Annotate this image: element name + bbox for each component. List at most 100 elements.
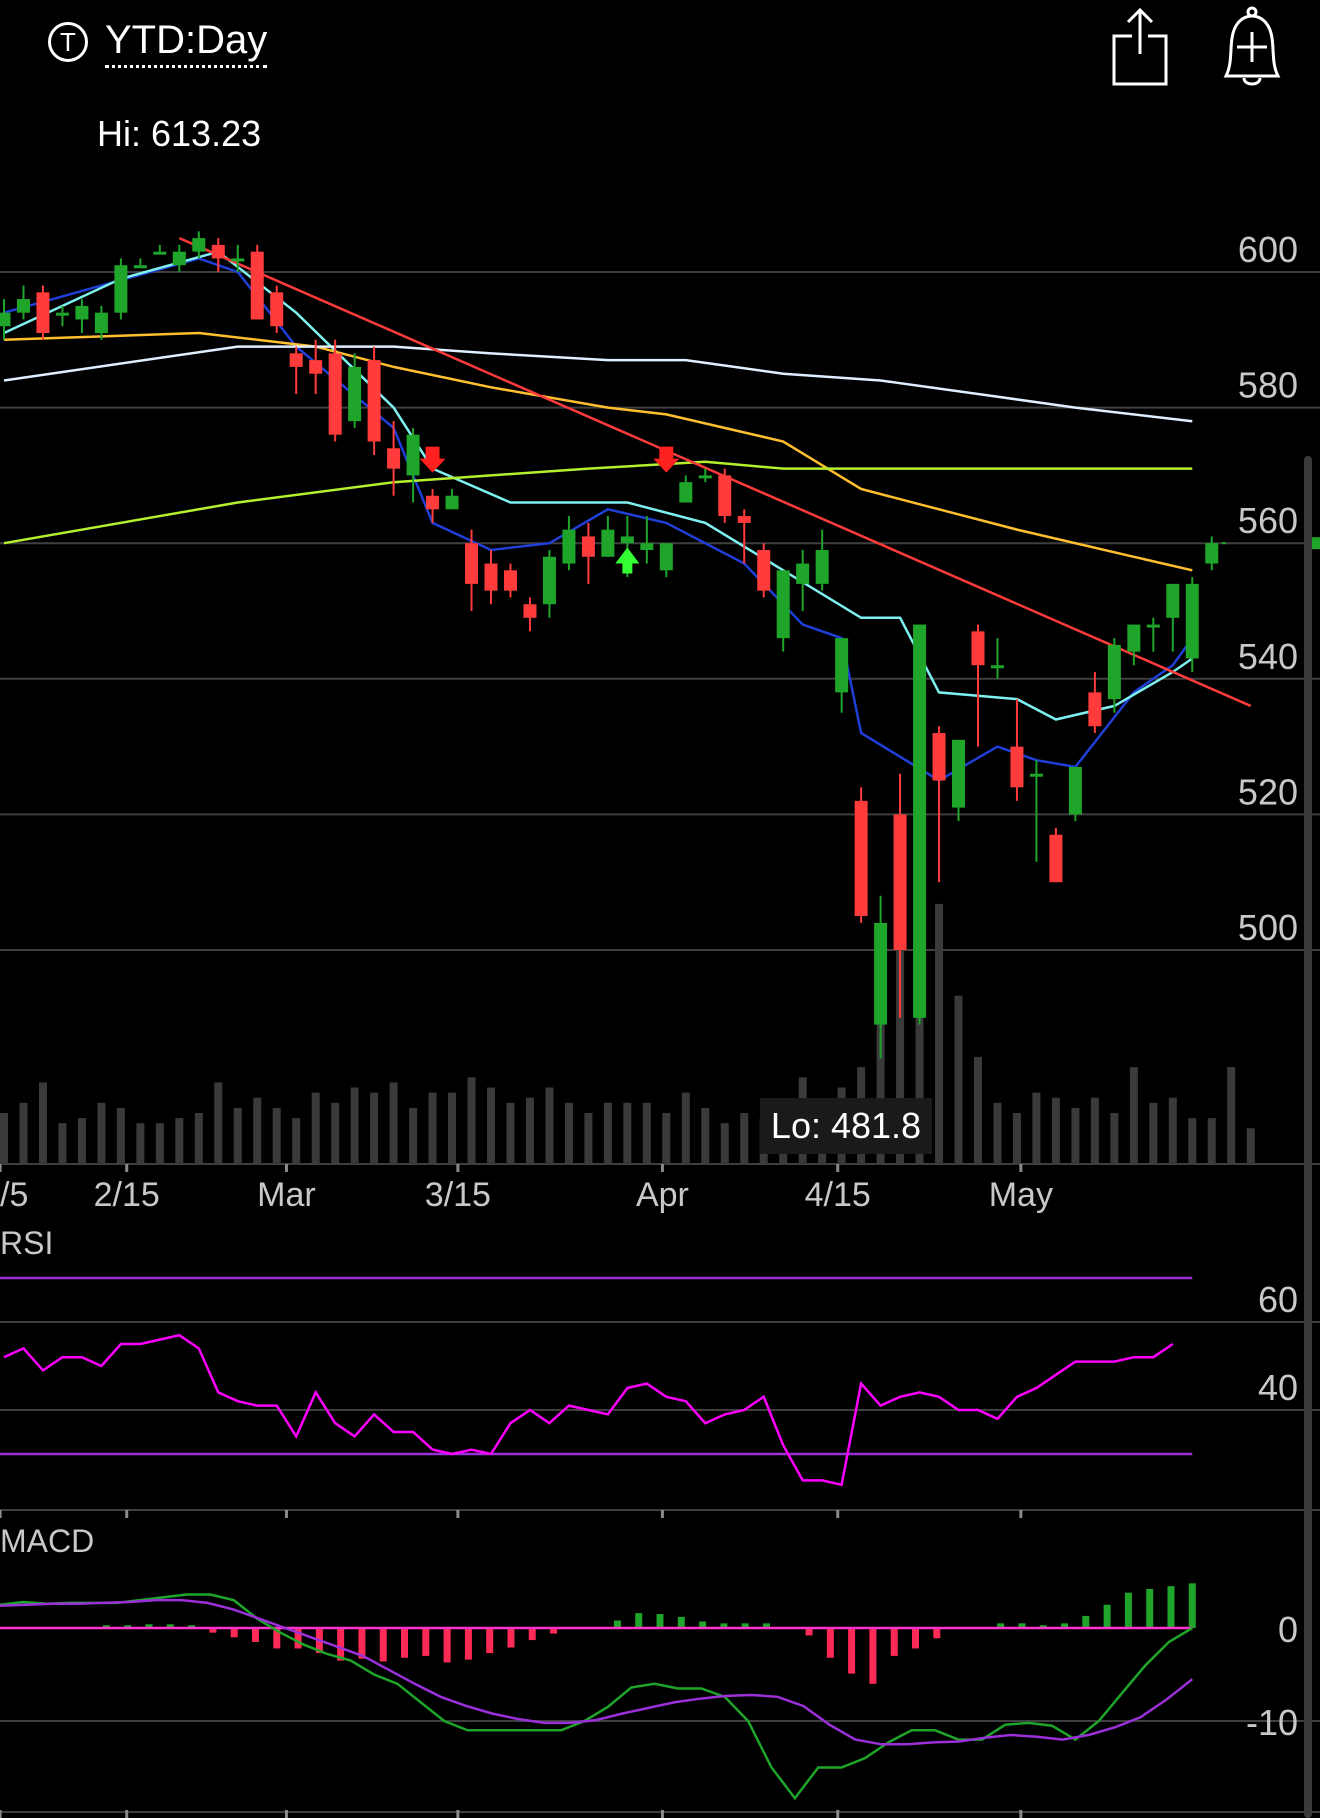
macd-histogram-bar [805, 1628, 813, 1636]
volume-bar [1071, 1107, 1080, 1164]
volume-bar [603, 1102, 612, 1164]
add-alert-bell-icon[interactable] [1216, 4, 1288, 88]
candle-up [192, 238, 206, 252]
macd-histogram-bar [912, 1628, 920, 1649]
macd-histogram-bar [1103, 1604, 1111, 1628]
volume-bar [370, 1092, 379, 1164]
volume-bar [487, 1087, 495, 1164]
volume-bar [175, 1118, 184, 1164]
candle-down [503, 570, 517, 591]
volume-bar [311, 1092, 320, 1164]
y-tick-label: 500 [1238, 907, 1298, 948]
macd-histogram-bar [507, 1628, 515, 1648]
volume-bar [584, 1113, 593, 1164]
candle-down [250, 251, 264, 320]
macd-histogram-bar [486, 1628, 494, 1654]
volume-bar [350, 1087, 359, 1164]
volume-bar [233, 1107, 242, 1164]
macd-histogram-bar [677, 1616, 685, 1628]
volume-bar [876, 1016, 885, 1164]
candle-down [367, 360, 381, 442]
x-tick-label: May [989, 1176, 1053, 1214]
volume-bar [1090, 1097, 1099, 1164]
candle-up [348, 366, 362, 422]
candle-up [1166, 583, 1180, 618]
macd-histogram-bar [762, 1623, 770, 1628]
sell-signal-arrow [653, 446, 680, 473]
volume-bar [214, 1082, 223, 1164]
volume-bar [155, 1123, 164, 1164]
macd-histogram-bar [464, 1628, 472, 1660]
volume-bar [1051, 1097, 1060, 1164]
x-tick-label: /5 [0, 1176, 28, 1214]
volume-bar [545, 1087, 554, 1164]
volume-bar [448, 1092, 457, 1164]
candle-up [1185, 583, 1199, 659]
macd-histogram-bar [656, 1614, 664, 1628]
candle-down [1049, 834, 1063, 883]
volume-bar [0, 1113, 8, 1164]
macd-histogram-bar [635, 1613, 643, 1628]
macd-histogram-bar [1018, 1623, 1026, 1628]
macd-histogram-bar [124, 1625, 132, 1628]
share-icon[interactable] [1110, 4, 1170, 88]
macd-histogram-bar [188, 1625, 196, 1628]
x-tick-label: Apr [636, 1176, 689, 1214]
scrollbar[interactable] [1304, 456, 1312, 1818]
macd-histogram-bar [1061, 1623, 1069, 1628]
macd-histogram-bar [1082, 1615, 1090, 1628]
candle-up [913, 624, 927, 1018]
candle-up [16, 299, 30, 313]
y-tick-label: 600 [1238, 229, 1298, 270]
volume-bar [19, 1102, 28, 1164]
volume-bar [38, 1082, 47, 1164]
y-tick-label: 520 [1238, 771, 1298, 812]
volume-bar [525, 1097, 534, 1164]
moving-average-line-cyan [3, 250, 1194, 721]
candle-up [776, 570, 790, 639]
macd-histogram-bar [1124, 1592, 1132, 1628]
macd-histogram-bar [1039, 1625, 1047, 1628]
candle-down [932, 733, 946, 781]
candle-down [971, 631, 985, 666]
volume-bar [681, 1092, 690, 1164]
x-tick-label: 4/15 [805, 1176, 871, 1214]
low-label-bg [760, 1098, 932, 1154]
timeframe-selector[interactable]: YTD:Day [105, 18, 268, 68]
candle-up [1127, 624, 1141, 652]
y-tick-label: 540 [1238, 636, 1298, 677]
volume-bar [58, 1123, 67, 1164]
candle-up [796, 563, 810, 584]
macd-histogram-bar [273, 1628, 281, 1649]
moving-average-line-white [3, 345, 1193, 423]
volume-bar [1168, 1097, 1177, 1164]
trendline [178, 236, 1252, 708]
candle-down [387, 448, 401, 469]
volume-bar [564, 1102, 573, 1164]
volume-bar [701, 1107, 710, 1164]
candle-up [133, 265, 147, 269]
macd-histogram-bar [613, 1620, 621, 1628]
moving-average-line-blue [3, 257, 1194, 782]
candle-up [153, 251, 167, 255]
low-label: Lo: 481.8 [771, 1105, 921, 1146]
candle-down [465, 543, 479, 584]
macd-series-macd [0, 1593, 1193, 1801]
volume-bar [740, 1113, 749, 1164]
macd-histogram-bar [826, 1628, 834, 1658]
candle-up [562, 529, 576, 564]
volume-bar [896, 924, 905, 1164]
candle-down [581, 536, 595, 557]
moving-average-line-lime [3, 460, 1193, 545]
volume-bar [1012, 1113, 1021, 1164]
candle-up [952, 739, 966, 808]
macd-histogram-bar [251, 1628, 259, 1642]
volume-bar [1227, 1067, 1236, 1164]
t-circle-icon[interactable]: T [48, 22, 88, 62]
volume-bar [915, 970, 924, 1164]
volume-bar [1110, 1113, 1119, 1164]
candle-up [990, 665, 1004, 669]
candle-up [445, 495, 459, 510]
volume-bar [506, 1102, 515, 1164]
